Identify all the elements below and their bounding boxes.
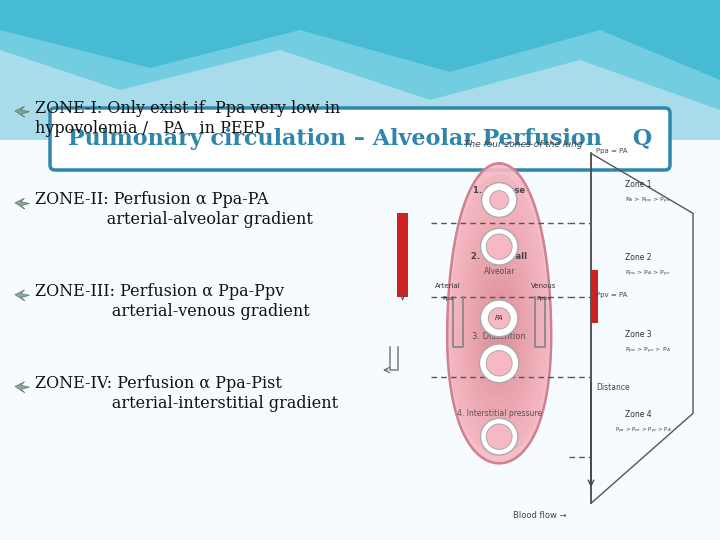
Text: Ppa = PA: Ppa = PA — [596, 148, 628, 154]
Polygon shape — [451, 175, 548, 455]
Polygon shape — [468, 233, 531, 413]
Circle shape — [490, 191, 509, 210]
Text: Pulmonary circulation – Alveolar Perfusion    Q: Pulmonary circulation – Alveolar Perfusi… — [68, 128, 652, 150]
Polygon shape — [475, 256, 523, 396]
Text: 3. Distention: 3. Distention — [472, 332, 526, 341]
Circle shape — [480, 344, 519, 383]
Polygon shape — [472, 244, 527, 404]
Polygon shape — [15, 382, 30, 393]
Text: P$_A$ > P$_{pa}$ > P$_{pv}$: P$_A$ > P$_{pa}$ > P$_{pv}$ — [625, 195, 671, 206]
Text: arterial-venous gradient: arterial-venous gradient — [35, 303, 310, 320]
Circle shape — [486, 234, 512, 259]
Text: Venous: Venous — [531, 284, 556, 289]
Text: Ppa: Ppa — [443, 296, 454, 301]
Text: Zone 2: Zone 2 — [625, 253, 652, 262]
Text: 1. Collapse: 1. Collapse — [473, 186, 526, 194]
FancyBboxPatch shape — [50, 108, 670, 170]
Circle shape — [486, 350, 512, 376]
Text: Zone 3: Zone 3 — [625, 329, 652, 339]
Polygon shape — [458, 198, 541, 438]
Polygon shape — [464, 221, 534, 421]
Polygon shape — [489, 302, 510, 362]
Text: Zone 4: Zone 4 — [625, 410, 652, 418]
Polygon shape — [496, 325, 503, 345]
Polygon shape — [15, 290, 30, 301]
Polygon shape — [15, 106, 30, 117]
Polygon shape — [0, 0, 720, 80]
Text: The four zones of the lung: The four zones of the lung — [464, 140, 582, 149]
Text: ZONE-II: Perfusion α Ppa-PA: ZONE-II: Perfusion α Ppa-PA — [35, 191, 269, 208]
Text: ZONE-III: Perfusion α Ppa-Ppv: ZONE-III: Perfusion α Ppa-Ppv — [35, 283, 284, 300]
Circle shape — [480, 418, 518, 455]
Polygon shape — [492, 314, 506, 354]
Polygon shape — [461, 210, 537, 429]
Circle shape — [486, 424, 512, 449]
Text: Ppv = PA: Ppv = PA — [596, 292, 627, 298]
Polygon shape — [454, 186, 544, 447]
Polygon shape — [0, 0, 720, 140]
Text: P$_{pa}$ > P$_{ist}$ > P$_{pv}$ > P$_A$: P$_{pa}$ > P$_{ist}$ > P$_{pv}$ > P$_A$ — [615, 426, 672, 436]
Text: PA: PA — [495, 315, 503, 321]
Text: P$_{pa}$ > P$_A$ > P$_{pv}$: P$_{pa}$ > P$_A$ > P$_{pv}$ — [625, 269, 671, 279]
Text: hypovolemia /   PA   in PEEP: hypovolemia / PA in PEEP — [35, 119, 265, 137]
Text: 2. Waterfall: 2. Waterfall — [471, 252, 527, 261]
Polygon shape — [447, 163, 552, 463]
Text: Blood flow →: Blood flow → — [513, 511, 567, 521]
Polygon shape — [485, 291, 513, 370]
Text: ZONE-IV: Perfusion α Ppa-Pist: ZONE-IV: Perfusion α Ppa-Pist — [35, 375, 282, 392]
Circle shape — [488, 308, 510, 329]
Circle shape — [482, 183, 517, 217]
Text: Ppvs: Ppvs — [536, 296, 551, 301]
Polygon shape — [0, 140, 720, 540]
Circle shape — [480, 228, 518, 265]
Text: Distance: Distance — [596, 383, 630, 392]
Text: arterial-alveolar gradient: arterial-alveolar gradient — [35, 211, 313, 228]
Polygon shape — [482, 279, 516, 379]
Circle shape — [480, 300, 518, 336]
Text: Arterial: Arterial — [436, 284, 461, 289]
Text: Zone 1: Zone 1 — [625, 180, 652, 188]
Polygon shape — [15, 198, 30, 209]
Text: P$_{pa}$ > P$_{pv}$ > P$_A$: P$_{pa}$ > P$_{pv}$ > P$_A$ — [625, 346, 671, 355]
Text: Alveolar: Alveolar — [483, 267, 515, 276]
Text: ZONE-I: Only exist if  Ppa very low in: ZONE-I: Only exist if Ppa very low in — [35, 99, 341, 117]
Text: arterial-interstitial gradient: arterial-interstitial gradient — [35, 395, 338, 412]
Bar — [397, 213, 408, 296]
Bar — [592, 270, 598, 323]
Polygon shape — [478, 267, 520, 387]
Polygon shape — [0, 0, 720, 110]
Text: 4. Interstitial pressure: 4. Interstitial pressure — [456, 409, 541, 418]
